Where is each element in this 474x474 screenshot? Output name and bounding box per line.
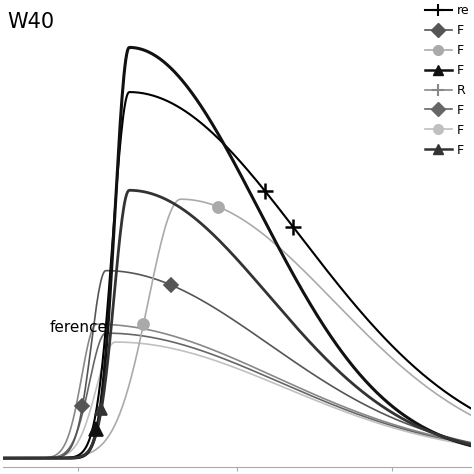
- Text: ference: ference: [50, 320, 108, 335]
- Text: W40: W40: [8, 12, 55, 32]
- Legend: re, F, F, F, R, F, F, F: re, F, F, F, R, F, F, F: [425, 4, 470, 156]
